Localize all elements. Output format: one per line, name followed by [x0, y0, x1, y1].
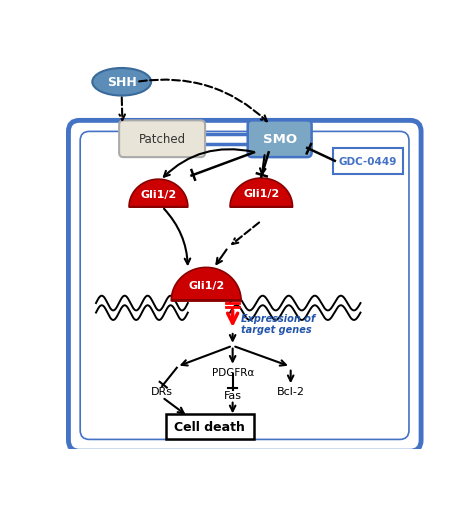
- Ellipse shape: [92, 69, 151, 96]
- FancyBboxPatch shape: [248, 121, 311, 158]
- Text: Patched: Patched: [138, 133, 186, 146]
- Text: Gli1/2: Gli1/2: [140, 189, 176, 199]
- Text: PDGFRα: PDGFRα: [211, 368, 254, 377]
- Text: SMO: SMO: [263, 133, 297, 146]
- Text: Fas: Fas: [224, 390, 242, 400]
- Text: Gli1/2: Gli1/2: [243, 188, 279, 198]
- FancyBboxPatch shape: [333, 148, 403, 174]
- Text: GDC-0449: GDC-0449: [338, 157, 397, 167]
- Text: Expression of
target genes: Expression of target genes: [241, 313, 315, 335]
- Text: DRs: DRs: [151, 386, 173, 396]
- Polygon shape: [230, 179, 292, 208]
- Text: SHH: SHH: [107, 76, 137, 89]
- Text: Gli1/2: Gli1/2: [188, 280, 224, 290]
- FancyBboxPatch shape: [68, 121, 421, 451]
- Polygon shape: [129, 180, 188, 208]
- Text: Cell death: Cell death: [174, 420, 246, 433]
- FancyBboxPatch shape: [119, 121, 205, 158]
- FancyBboxPatch shape: [166, 415, 254, 439]
- Polygon shape: [171, 268, 241, 301]
- Text: Bcl-2: Bcl-2: [277, 386, 305, 396]
